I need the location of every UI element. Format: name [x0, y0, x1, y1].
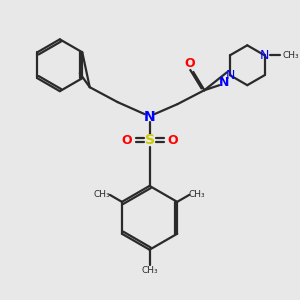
Text: CH₃: CH₃ — [141, 266, 158, 275]
Text: O: O — [184, 57, 195, 70]
Text: N: N — [225, 69, 235, 82]
Text: CH₃: CH₃ — [282, 51, 299, 60]
Text: O: O — [167, 134, 178, 146]
Text: N: N — [144, 110, 155, 124]
Text: N: N — [219, 76, 230, 89]
Text: O: O — [121, 134, 132, 146]
Text: CH₃: CH₃ — [94, 190, 110, 200]
Text: S: S — [145, 133, 154, 147]
Text: CH₃: CH₃ — [189, 190, 206, 200]
Text: N: N — [260, 49, 269, 62]
